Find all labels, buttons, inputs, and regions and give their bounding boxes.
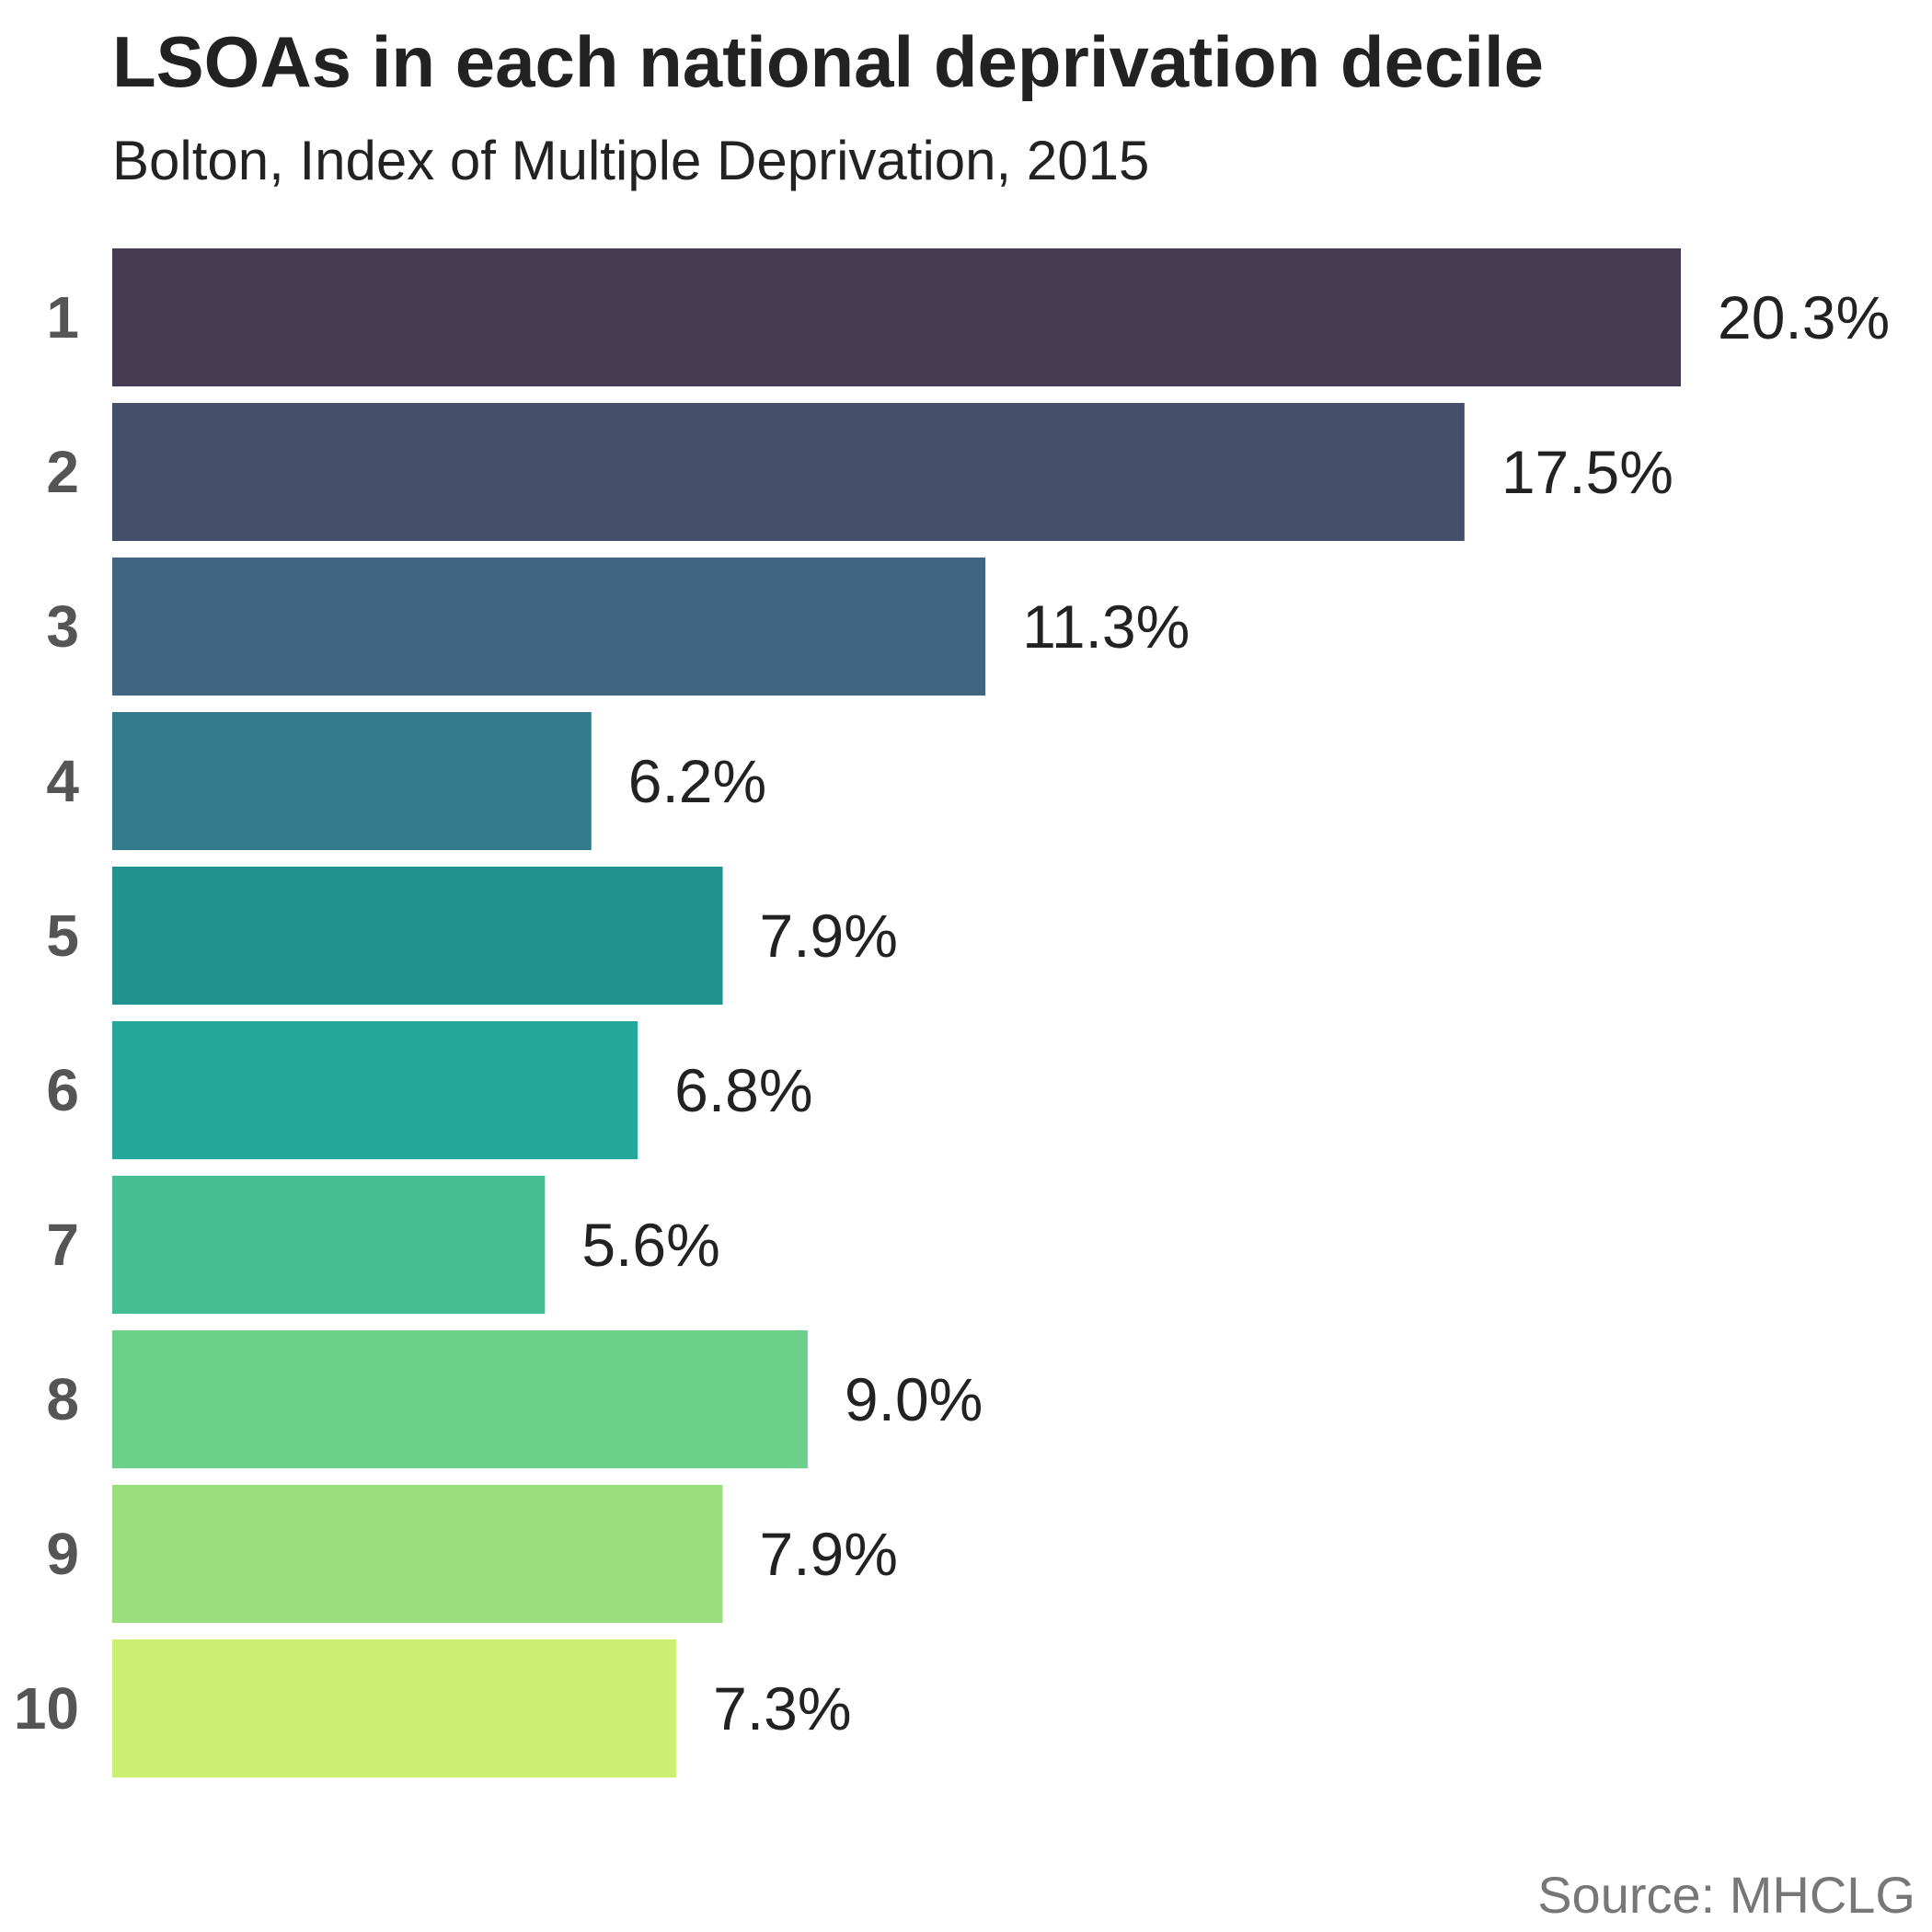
chart-subtitle: Bolton, Index of Multiple Deprivation, 2… [112, 130, 1150, 191]
bar [112, 1639, 677, 1777]
bar-value-label: 9.0% [845, 1365, 983, 1433]
chart-title: LSOAs in each national deprivation decil… [112, 21, 1545, 102]
bar [112, 867, 723, 1005]
bar-value-label: 6.8% [674, 1056, 812, 1124]
bar-value-label: 7.9% [760, 1520, 898, 1588]
bar-value-label: 7.3% [713, 1674, 851, 1742]
y-tick-label: 3 [46, 593, 79, 660]
bar-value-label: 20.3% [1718, 283, 1890, 351]
bar-value-label: 5.6% [581, 1211, 719, 1279]
y-tick-label: 5 [46, 903, 79, 969]
y-tick-label: 7 [46, 1212, 79, 1278]
bar [112, 1330, 808, 1468]
bar [112, 1485, 723, 1623]
y-tick-label: 10 [14, 1675, 79, 1742]
bar [112, 1021, 638, 1159]
bar [112, 248, 1681, 386]
y-tick-label: 2 [46, 439, 79, 505]
bar-value-label: 17.5% [1501, 438, 1673, 506]
source-note: Source: MHCLG [1537, 1866, 1915, 1924]
bar [112, 403, 1465, 541]
y-tick-label: 4 [46, 748, 79, 814]
bar-value-label: 11.3% [1022, 592, 1190, 661]
bar [112, 712, 592, 850]
y-tick-label: 1 [46, 284, 79, 351]
bar [112, 1176, 546, 1314]
bar-value-label: 7.9% [760, 902, 898, 970]
y-tick-label: 6 [46, 1057, 79, 1123]
y-tick-label: 8 [46, 1366, 79, 1432]
bar-value-label: 6.2% [628, 747, 766, 815]
bar [112, 558, 986, 696]
y-tick-label: 9 [46, 1521, 79, 1587]
